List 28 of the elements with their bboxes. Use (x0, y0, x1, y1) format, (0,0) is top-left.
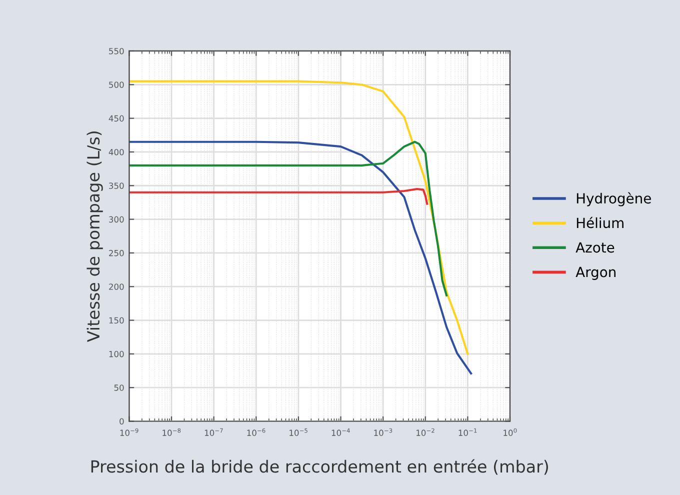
x-tick-label: 10$^{−4}$ (332, 428, 350, 436)
x-tick-label: 10$^{0}$ (504, 428, 517, 436)
x-tick-label: 10$^{−2}$ (416, 428, 434, 436)
x-tick-label: 10$^{−9}$ (120, 428, 138, 436)
y-axis-title: Vitesse de pompage (L/s) (86, 132, 103, 342)
x-tick-label: 10$^{−3}$ (374, 428, 392, 436)
legend-label: Hélium (576, 216, 624, 228)
y-tick-label: 500 (109, 82, 124, 88)
y-tick-label: 150 (109, 317, 124, 324)
x-axis-title: Pression de la bride de raccordement en entrée (mbar) (91, 459, 548, 475)
y-tick-label: 50 (114, 384, 124, 391)
y-tick-label: 400 (108, 148, 124, 156)
y-tick-label: 100 (109, 350, 124, 358)
y-tick-label: 550 (109, 48, 124, 54)
y-tick-label: 350 (109, 182, 124, 189)
y-tick-label: 300 (109, 216, 124, 223)
x-tick-label: 10$^{−1}$ (458, 428, 477, 436)
y-tick-label: 0 (120, 418, 124, 425)
x-tick-label: 10$^{−5}$ (290, 428, 308, 436)
legend-label: Argon (576, 266, 616, 280)
y-tick-label: 200 (109, 284, 124, 290)
x-tick-label: 10$^{−8}$ (162, 428, 181, 436)
x-tick-label: 10$^{−7}$ (204, 428, 223, 436)
x-tick-label: 10$^{−6}$ (247, 428, 266, 436)
legend-label: Azote (576, 242, 614, 253)
y-tick-label: 250 (109, 250, 124, 256)
legend-label: Hydrogène (576, 192, 651, 206)
y-tick-label: 450 (108, 115, 124, 122)
